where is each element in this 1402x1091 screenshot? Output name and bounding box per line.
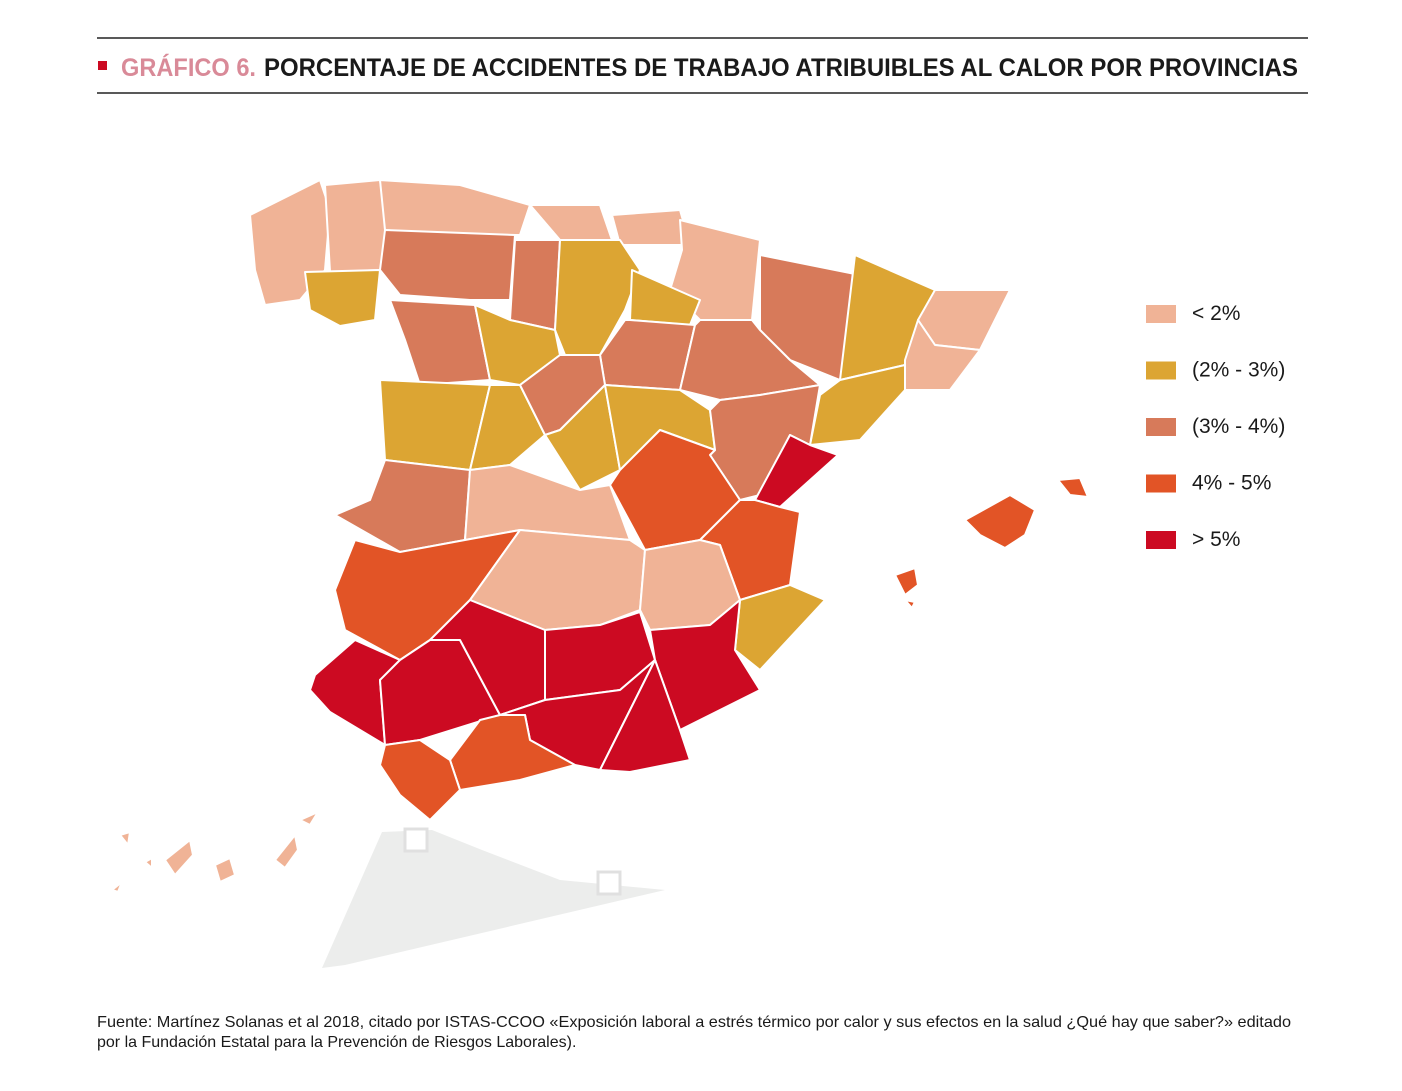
legend-label: (2% - 3%) xyxy=(1192,359,1285,382)
province xyxy=(964,494,1036,549)
legend-label: (3% - 4%) xyxy=(1192,415,1285,438)
province xyxy=(299,811,319,826)
legend-swatch xyxy=(1146,361,1176,380)
province xyxy=(734,584,826,671)
legend-swatch xyxy=(1146,418,1176,436)
province xyxy=(379,739,461,821)
province xyxy=(304,269,381,327)
ceuta xyxy=(403,827,429,853)
province xyxy=(509,239,561,331)
province xyxy=(379,179,531,236)
province xyxy=(334,459,471,553)
legend: < 2% (2% - 3%) (3% - 4%) 4% - 5% > 5% xyxy=(1146,302,1285,551)
province xyxy=(1057,477,1089,498)
legend-swatch xyxy=(1146,531,1176,549)
north-africa xyxy=(322,827,665,968)
province xyxy=(599,659,691,773)
province xyxy=(144,857,153,869)
province xyxy=(274,834,299,869)
province xyxy=(904,599,916,609)
province xyxy=(469,384,546,471)
province xyxy=(759,254,861,381)
province xyxy=(809,364,906,446)
province xyxy=(324,179,391,273)
legend-label: < 2% xyxy=(1192,302,1240,325)
province xyxy=(529,204,613,241)
melilla xyxy=(596,870,622,896)
legend-swatch xyxy=(1146,474,1176,493)
source-line: Fuente: Martínez Solanas et al 2018, cit… xyxy=(97,1014,1291,1031)
legend-label: 4% - 5% xyxy=(1192,472,1271,495)
legend-label: > 5% xyxy=(1192,528,1240,551)
province xyxy=(389,299,491,386)
province-map xyxy=(111,179,1089,893)
province xyxy=(214,857,236,883)
province xyxy=(894,567,919,596)
morocco-area xyxy=(322,830,665,968)
title-bullet xyxy=(98,61,107,70)
province xyxy=(754,434,839,508)
figure-label: GRÁFICO 6. xyxy=(121,53,256,82)
figure-title: PORCENTAJE DE ACCIDENTES DE TRABAJO ATRI… xyxy=(264,54,1298,82)
legend-swatch xyxy=(1146,305,1176,323)
province xyxy=(164,839,194,876)
province xyxy=(379,229,516,301)
province xyxy=(904,319,981,391)
source-line: por la Fundación Estatal para la Prevenc… xyxy=(97,1034,576,1051)
province xyxy=(611,209,691,246)
province xyxy=(119,831,131,846)
province xyxy=(111,881,123,893)
